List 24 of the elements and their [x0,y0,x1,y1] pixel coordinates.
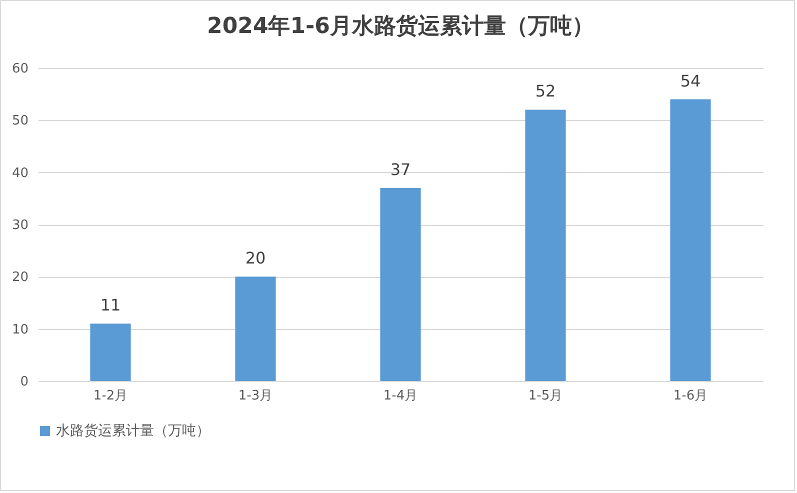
y-tick-label: 30 [12,218,28,233]
y-tick-label: 0 [20,374,28,390]
legend-label: 水路货运累计量（万吨） [56,423,210,439]
y-tick-label: 40 [12,166,28,181]
y-tick-label: 20 [12,270,28,286]
bar [235,276,276,381]
y-tick-label: 50 [12,114,28,129]
data-label: 20 [245,248,266,268]
x-tick-label: 1-2月 [93,388,128,404]
y-tick-label: 10 [12,322,28,338]
chart-title: 2024年1-6月水路货运累计量（万吨） [207,14,594,39]
x-tick-label: 1-3月 [238,388,273,404]
bar [670,99,711,381]
data-label: 54 [680,71,701,90]
y-tick-label: 60 [12,62,28,76]
data-label: 11 [100,296,121,315]
data-label: 37 [390,160,411,179]
x-tick-label: 1-5月 [528,388,563,404]
bar [525,110,566,381]
x-tick-label: 1-6月 [673,388,708,404]
bar [90,324,131,381]
bar [380,188,421,381]
data-label: 52 [535,82,556,101]
x-tick-label: 1-4月 [383,388,418,404]
